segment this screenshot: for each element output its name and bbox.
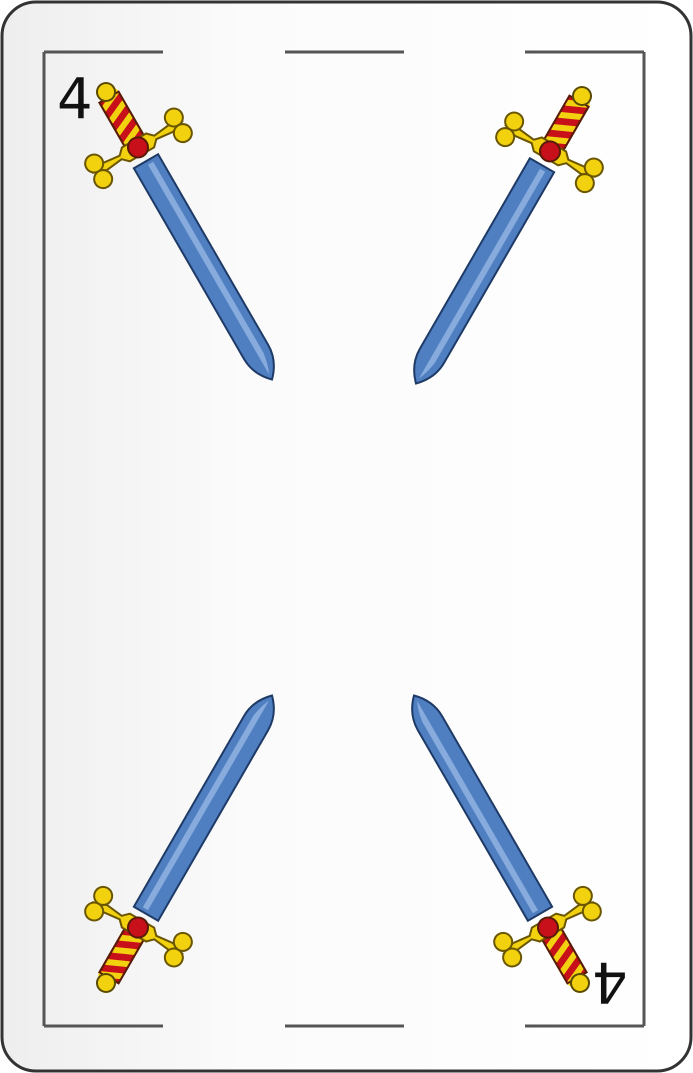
card-frame <box>42 50 646 1028</box>
rank-index-bottom: 4 <box>592 949 628 1014</box>
rank-index-top: 4 <box>57 67 93 132</box>
